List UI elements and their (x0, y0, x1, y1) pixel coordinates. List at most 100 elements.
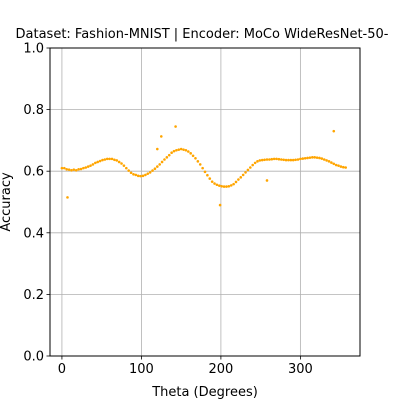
y-tick-label: 1.0 (23, 42, 44, 57)
data-point (244, 171, 247, 174)
data-point (115, 159, 119, 162)
data-point (268, 158, 271, 161)
data-point (325, 159, 328, 162)
data-point (191, 154, 195, 158)
data-point (177, 148, 181, 151)
data-point (253, 161, 257, 165)
data-point (280, 158, 283, 161)
data-point (89, 164, 92, 167)
data-point (320, 157, 324, 160)
data-point (72, 168, 76, 171)
data-point (189, 152, 192, 155)
data-point (322, 158, 326, 161)
data-point (148, 171, 152, 174)
data-point (229, 184, 233, 187)
data-point (174, 125, 177, 128)
data-point (332, 129, 336, 133)
axes-frame (49, 47, 361, 357)
data-point (94, 161, 97, 165)
data-point (327, 160, 331, 163)
data-point (151, 169, 154, 172)
data-point (344, 166, 347, 169)
y-tick-label: 0.6 (23, 165, 44, 180)
data-point (294, 158, 297, 162)
data-point (144, 173, 147, 177)
data-point (67, 168, 71, 171)
y-tick-label: 0.0 (23, 350, 44, 365)
data-point (194, 156, 197, 160)
data-point (159, 135, 163, 138)
data-point (129, 171, 133, 175)
data-point (256, 160, 259, 163)
data-point (284, 158, 288, 162)
data-point (134, 173, 138, 177)
data-point (210, 180, 214, 183)
data-point (113, 158, 116, 162)
data-point (153, 167, 157, 171)
data-point (160, 160, 164, 164)
axis-ticks: 0 100 200 300 0.0 0.2 0.4 0.6 0.8 1.0 (23, 42, 312, 378)
data-point (156, 147, 159, 151)
data-point (170, 151, 173, 155)
data-point (218, 203, 222, 207)
data-point (275, 157, 278, 161)
data-point (220, 184, 223, 188)
data-point (167, 153, 171, 157)
data-point (334, 163, 338, 167)
data-point (301, 157, 305, 160)
data-point (315, 156, 319, 159)
data-point (206, 173, 209, 177)
data-point (332, 162, 336, 166)
data-point (96, 160, 99, 164)
data-point (136, 174, 140, 178)
y-axis-label: Accuracy (0, 172, 14, 232)
data-point (203, 170, 207, 174)
data-point (246, 168, 250, 172)
data-point (110, 157, 114, 161)
y-tick-label: 0.4 (23, 226, 44, 241)
data-point (63, 166, 66, 170)
data-point (163, 158, 166, 161)
data-point (141, 174, 145, 178)
data-point (311, 156, 314, 159)
data-point (108, 157, 111, 161)
data-point (234, 180, 238, 184)
data-point (222, 185, 226, 188)
data-point (79, 167, 83, 171)
x-tick-label: 100 (129, 362, 154, 377)
data-point (84, 166, 88, 169)
data-point (184, 148, 188, 152)
data-point (342, 165, 345, 169)
data-point (86, 165, 90, 168)
data-point (215, 183, 219, 187)
data-point (70, 168, 73, 172)
data-point (277, 157, 281, 161)
data-point (303, 156, 307, 160)
x-tick-label: 200 (208, 362, 233, 377)
data-point (201, 166, 204, 170)
data-point (139, 174, 142, 178)
data-point (306, 156, 309, 160)
data-point (241, 173, 245, 177)
x-axis-label: Theta (Degrees) (151, 385, 258, 400)
data-point (198, 163, 202, 166)
data-point (232, 182, 235, 186)
data-point (77, 168, 80, 171)
data-point (196, 160, 200, 163)
data-point (146, 172, 150, 175)
data-point (282, 158, 285, 162)
data-point (272, 157, 276, 161)
data-point (296, 158, 300, 161)
y-tick-label: 0.8 (23, 103, 44, 118)
data-points (60, 125, 347, 207)
data-point (299, 157, 302, 161)
data-point (308, 156, 312, 159)
data-point (175, 148, 178, 152)
data-point (98, 159, 102, 163)
data-point (270, 157, 274, 161)
data-point (339, 165, 343, 168)
data-point (218, 184, 221, 187)
data-point (289, 158, 293, 162)
data-point (258, 159, 262, 162)
